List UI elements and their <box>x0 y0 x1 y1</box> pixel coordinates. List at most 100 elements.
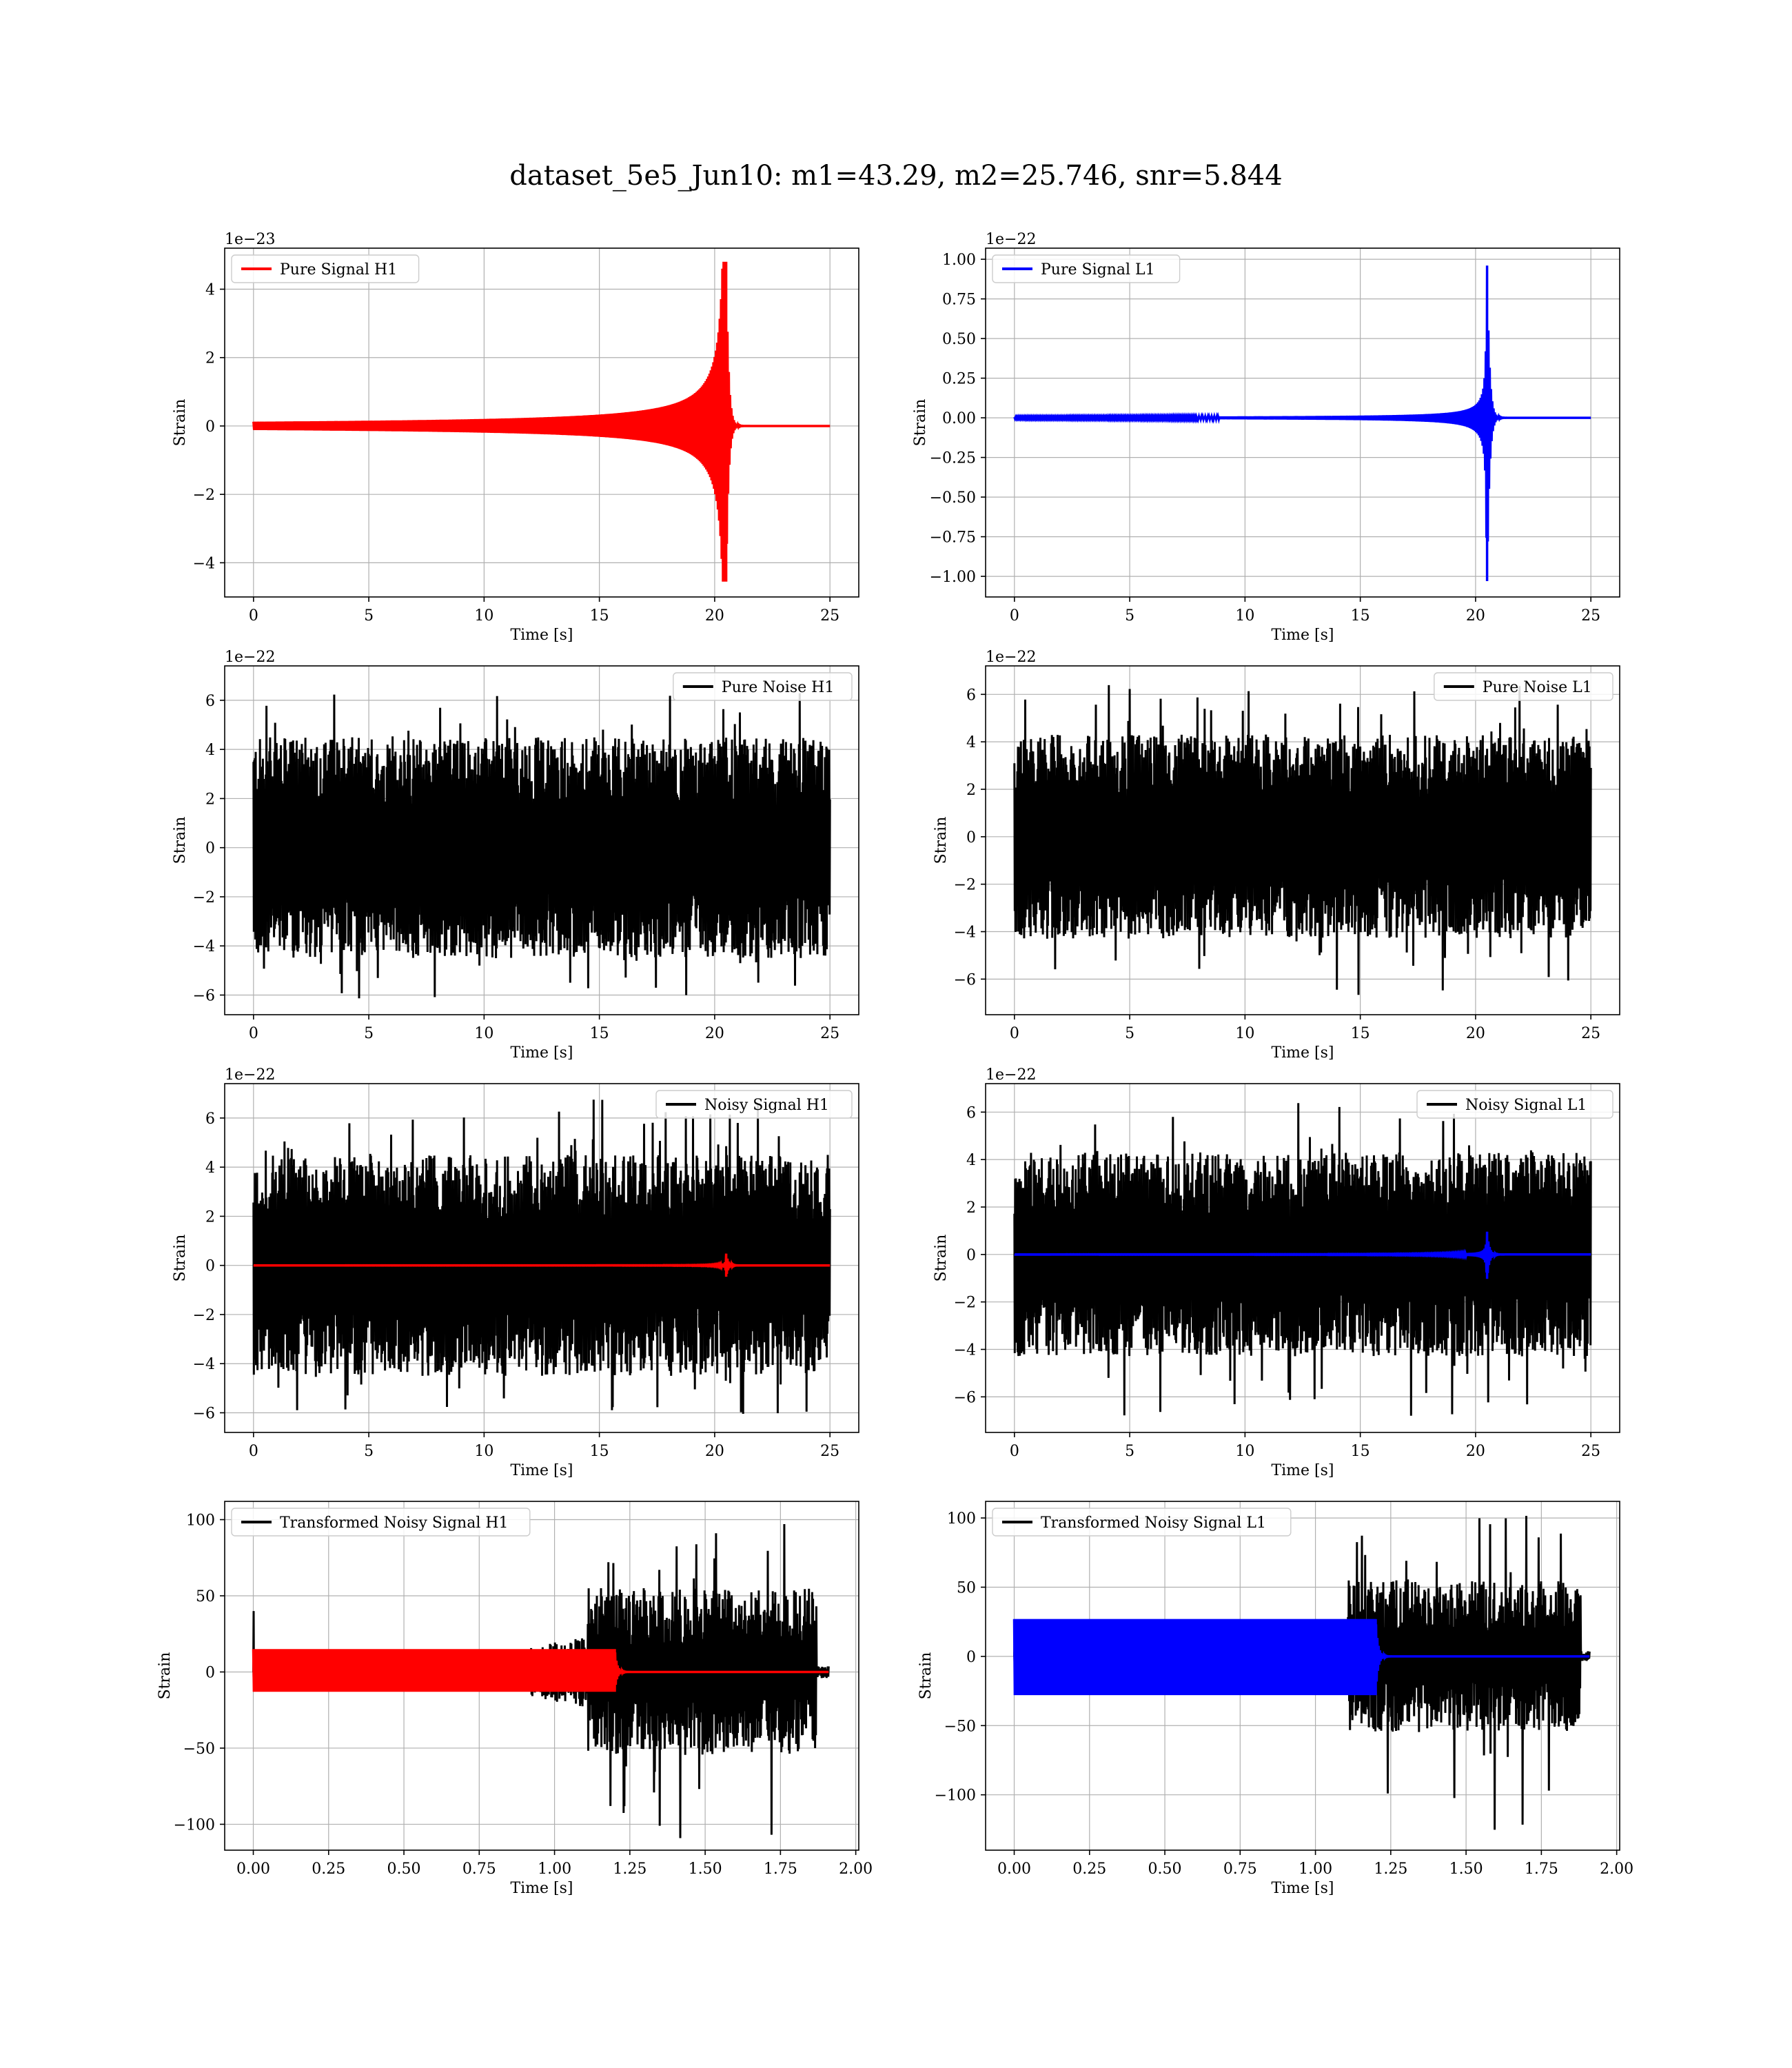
x-tick-label: 25 <box>820 1025 839 1042</box>
legend-label: Noisy Signal H1 <box>704 1097 829 1114</box>
x-tick-label: 0.75 <box>462 1861 496 1878</box>
axes-frame <box>985 1501 1620 1851</box>
y-tick-label: −6 <box>193 987 215 1004</box>
y-axis-label: Strain <box>172 817 189 864</box>
chart-pure-signal-l1: 0 5 10 15 20 25 −1.00 −0.75 −0.50 −0.25 0.00 0.25 0.… <box>912 231 1620 644</box>
y-tick-label: 0.00 <box>942 410 976 427</box>
axes-frame <box>224 1501 859 1851</box>
x-axis-label: Time [s] <box>1271 1044 1334 1062</box>
y-tick-label: −100 <box>935 1787 976 1805</box>
legend-label: Transformed Noisy Signal H1 <box>280 1514 509 1532</box>
x-axis-label: Time [s] <box>510 1462 573 1479</box>
legend-label: Pure Signal L1 <box>1041 261 1155 278</box>
x-tick-label: 1.25 <box>613 1861 646 1878</box>
y-axis-label: Strain <box>933 817 950 864</box>
legend-box <box>673 672 853 701</box>
y-tick-label: 4 <box>966 1152 976 1169</box>
axis-offset-label: 1e−22 <box>225 649 275 666</box>
legend-box <box>655 1090 853 1119</box>
x-tick-label: 10 <box>474 1443 493 1460</box>
series-line-noisy-signal-l1-0 <box>1013 1103 1592 1416</box>
x-tick-label: 10 <box>474 1025 493 1042</box>
x-tick-label: 0.00 <box>997 1861 1031 1878</box>
y-tick-label: −100 <box>174 1816 215 1834</box>
x-tick-label: 0 <box>249 1025 258 1042</box>
series-layer <box>1012 1515 1591 1830</box>
x-tick-label: 20 <box>1466 1443 1485 1460</box>
x-tick-label: 5 <box>1125 1025 1134 1042</box>
y-tick-label: −2 <box>954 877 976 894</box>
series-layer <box>252 1523 830 1838</box>
series-line-pure-noise-l1-0 <box>1013 685 1592 995</box>
axis-offset-label: 1e−23 <box>225 231 275 248</box>
y-tick-label: 2 <box>205 350 215 367</box>
y-tick-label: −4 <box>954 924 976 942</box>
y-axis-label: Strain <box>156 1652 174 1700</box>
y-tick-label: 0 <box>205 1258 215 1275</box>
y-axis-label: Strain <box>172 1235 189 1282</box>
x-tick-label: 15 <box>1351 1025 1370 1042</box>
x-axis-label: Time [s] <box>510 1044 573 1062</box>
y-tick-label: −2 <box>193 487 215 504</box>
chart-transformed-noisy-signal-l1: 0.00 0.25 0.50 0.75 1.00 1.25 1.50 1.75 2.00 −100… <box>917 1501 1633 1897</box>
legend-label: Transformed Noisy Signal L1 <box>1041 1514 1266 1532</box>
y-tick-label: −1.00 <box>930 569 976 586</box>
axes-frame <box>985 665 1620 1015</box>
y-tick-label: 0.25 <box>942 371 976 388</box>
y-tick-label: 4 <box>205 742 215 759</box>
axes-frame <box>224 247 859 598</box>
x-tick-label: 0.50 <box>1148 1861 1182 1878</box>
axis-offset-label: 1e−22 <box>225 1066 275 1084</box>
x-tick-label: 1.25 <box>1374 1861 1407 1878</box>
legend-box <box>1434 672 1613 701</box>
y-tick-label: 6 <box>966 1104 976 1122</box>
x-tick-label: 1.75 <box>764 1861 797 1878</box>
series-line-pure-signal-h1-0 <box>252 261 831 582</box>
y-tick-label: 2 <box>966 782 976 799</box>
y-tick-label: −4 <box>193 555 215 572</box>
y-tick-label: −6 <box>193 1405 215 1422</box>
x-tick-label: 20 <box>1466 1025 1485 1042</box>
axes-frame <box>224 665 859 1015</box>
legend-label: Pure Signal H1 <box>280 261 397 278</box>
x-tick-label: 0 <box>1010 1025 1019 1042</box>
x-tick-label: 20 <box>705 607 724 625</box>
chart-pure-noise-l1: 0 5 10 15 20 25 −6 −4 −2 0 2 4 6 Time [s] Strain 1e−22 P… <box>933 649 1620 1062</box>
chart-pure-noise-h1: 0 5 10 15 20 25 −6 −4 −2 0 2 4 6 Time [s] Strain 1e−22 P… <box>172 649 859 1062</box>
x-tick-label: 10 <box>1235 607 1254 625</box>
legend-box <box>992 254 1181 283</box>
x-tick-label: 0 <box>1010 607 1019 625</box>
y-tick-label: 100 <box>186 1512 215 1530</box>
x-tick-label: 5 <box>1125 607 1134 625</box>
y-tick-label: 0.75 <box>942 292 976 309</box>
y-tick-label: −0.25 <box>930 450 976 467</box>
x-tick-label: 0 <box>249 1443 258 1460</box>
series-line-noisy-signal-h1-1 <box>253 1253 831 1277</box>
legend-box <box>231 254 420 283</box>
legend-box <box>231 1508 531 1537</box>
y-tick-label: −2 <box>954 1295 976 1312</box>
y-tick-label: −0.75 <box>930 529 976 547</box>
x-tick-label: 1.00 <box>1299 1861 1332 1878</box>
x-tick-label: 25 <box>1581 1443 1600 1460</box>
y-tick-label: 50 <box>196 1588 215 1605</box>
x-tick-label: 15 <box>590 1025 609 1042</box>
legend: Transformed Noisy Signal L1 <box>992 1508 1292 1537</box>
y-tick-label: −2 <box>193 1307 215 1324</box>
y-tick-label: 4 <box>966 734 976 751</box>
y-axis-label: Strain <box>912 399 929 447</box>
x-tick-label: 25 <box>820 1443 839 1460</box>
figure-title: dataset_5e5_Jun10: m1=43.29, m2=25.746, … <box>509 160 1282 192</box>
y-tick-label: −6 <box>954 1389 976 1406</box>
y-tick-label: 0 <box>966 829 976 847</box>
y-tick-label: 4 <box>205 282 215 299</box>
chart-transformed-noisy-signal-h1: 0.00 0.25 0.50 0.75 1.00 1.25 1.50 1.75 2.00 −100… <box>156 1501 873 1897</box>
axis-offset-label: 1e−22 <box>986 1066 1036 1084</box>
x-axis-label: Time [s] <box>510 627 573 644</box>
y-tick-label: −2 <box>193 889 215 906</box>
y-tick-label: 100 <box>947 1510 976 1528</box>
y-tick-label: 0 <box>966 1247 976 1264</box>
y-tick-label: −50 <box>944 1718 976 1735</box>
x-tick-label: 20 <box>705 1443 724 1460</box>
